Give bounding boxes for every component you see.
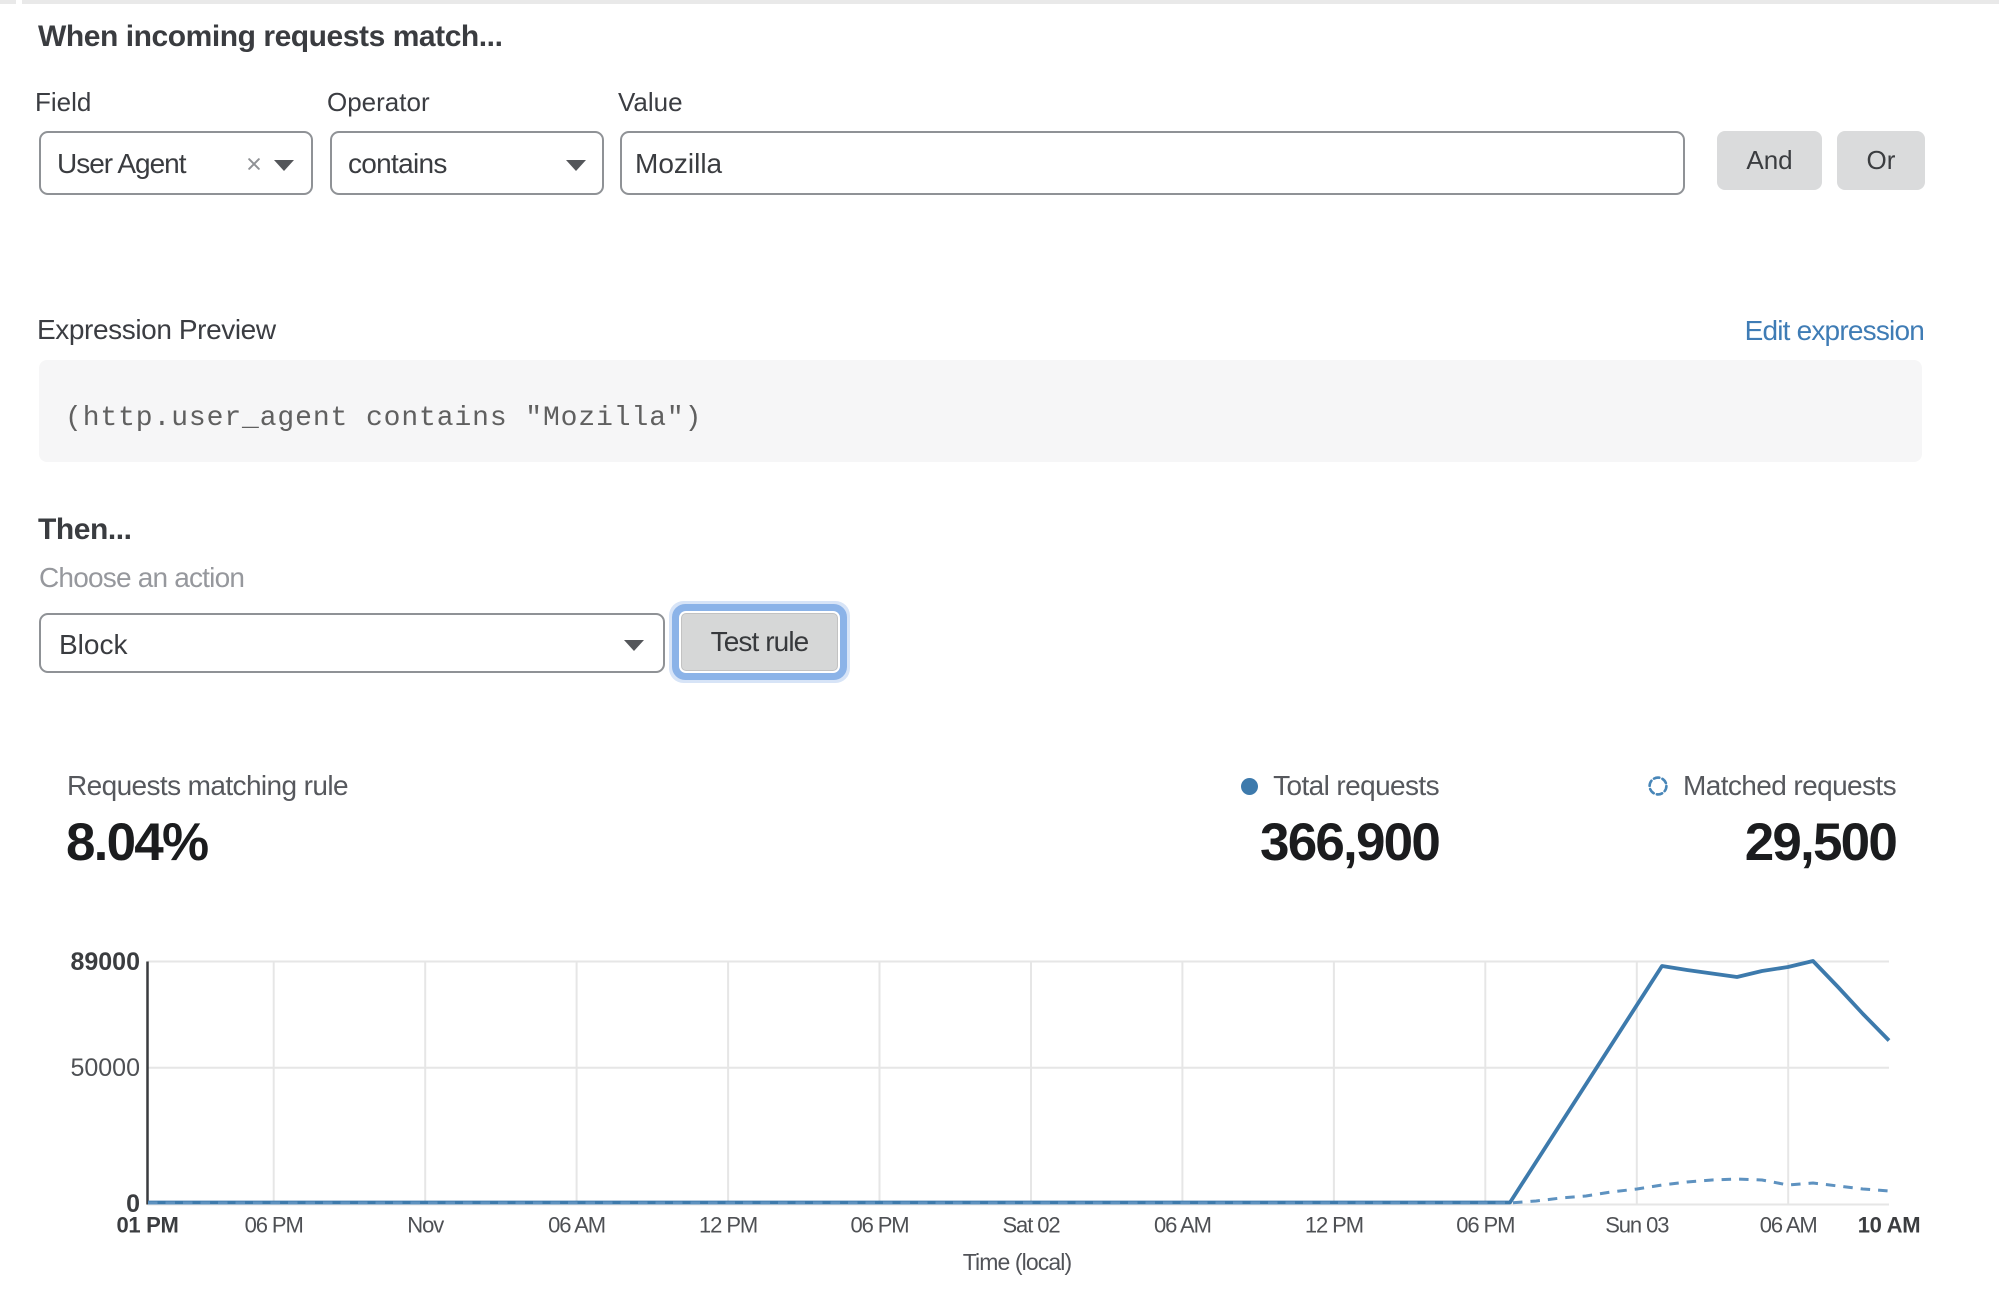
svg-text:06 PM: 06 PM (245, 1213, 303, 1238)
svg-text:0: 0 (126, 1190, 140, 1218)
svg-text:Sun 03: Sun 03 (1605, 1213, 1669, 1238)
svg-text:10 AM: 10 AM (1858, 1213, 1920, 1238)
svg-text:01 PM: 01 PM (116, 1213, 178, 1238)
svg-text:50000: 50000 (70, 1054, 140, 1082)
svg-text:Nov: Nov (407, 1213, 444, 1238)
svg-text:Time (local): Time (local) (963, 1249, 1072, 1275)
svg-text:Sat 02: Sat 02 (1002, 1213, 1060, 1238)
svg-text:06 AM: 06 AM (1760, 1213, 1817, 1238)
svg-text:06 PM: 06 PM (850, 1213, 908, 1238)
svg-text:06 AM: 06 AM (548, 1213, 605, 1238)
svg-text:89000: 89000 (70, 948, 140, 976)
svg-text:12 PM: 12 PM (1305, 1213, 1363, 1238)
svg-text:06 PM: 06 PM (1456, 1213, 1514, 1238)
svg-text:06 AM: 06 AM (1154, 1213, 1211, 1238)
svg-text:12 PM: 12 PM (699, 1213, 757, 1238)
